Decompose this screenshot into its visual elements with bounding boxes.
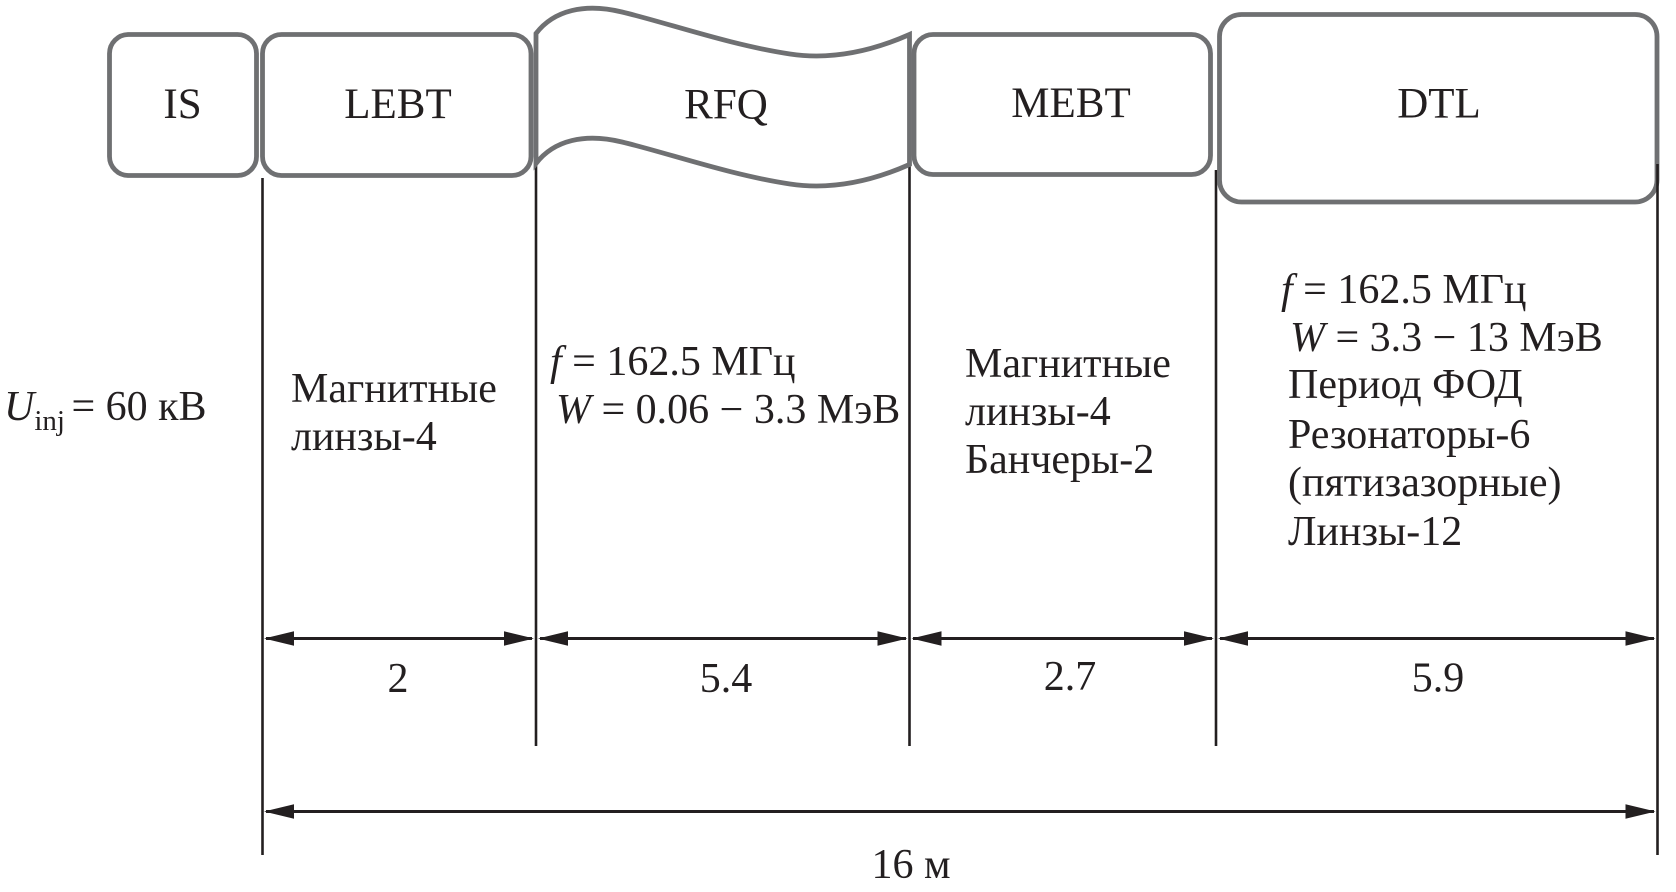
svg-text:(пятизазорные): (пятизазорные)	[1288, 460, 1562, 506]
svg-text:W = 3.3 − 13 МэВ: W = 3.3 − 13 МэВ	[1290, 315, 1603, 361]
svg-text:DTL: DTL	[1397, 81, 1481, 128]
svg-text:2: 2	[388, 656, 409, 702]
svg-text:5.9: 5.9	[1412, 656, 1465, 702]
svg-text:линзы-4: линзы-4	[291, 414, 437, 460]
svg-text:LEBT: LEBT	[344, 81, 451, 128]
svg-text:RFQ: RFQ	[684, 82, 768, 129]
svg-text:IS: IS	[163, 81, 201, 128]
svg-text:16 м: 16 м	[871, 842, 950, 888]
svg-text:Период ФОД: Период ФОД	[1288, 362, 1523, 408]
svg-text:W = 0.06 − 3.3 МэВ: W = 0.06 − 3.3 МэВ	[556, 387, 900, 433]
svg-text:Uinj = 60 кВ: Uinj = 60 кВ	[4, 384, 207, 437]
svg-text:Банчеры-2: Банчеры-2	[965, 437, 1154, 483]
svg-text:MEBT: MEBT	[1011, 80, 1130, 127]
svg-text:Магнитные: Магнитные	[291, 366, 497, 412]
svg-text:5.4: 5.4	[700, 656, 753, 702]
svg-text:f = 162.5 МГц: f = 162.5 МГц	[550, 339, 795, 385]
svg-text:линзы-4: линзы-4	[965, 389, 1111, 435]
svg-text:Резонаторы-6: Резонаторы-6	[1288, 412, 1530, 458]
svg-text:2.7: 2.7	[1044, 654, 1097, 700]
svg-text:Линзы-12: Линзы-12	[1288, 509, 1462, 555]
svg-text:f = 162.5 МГц: f = 162.5 МГц	[1281, 267, 1526, 313]
svg-text:Магнитные: Магнитные	[965, 341, 1171, 387]
